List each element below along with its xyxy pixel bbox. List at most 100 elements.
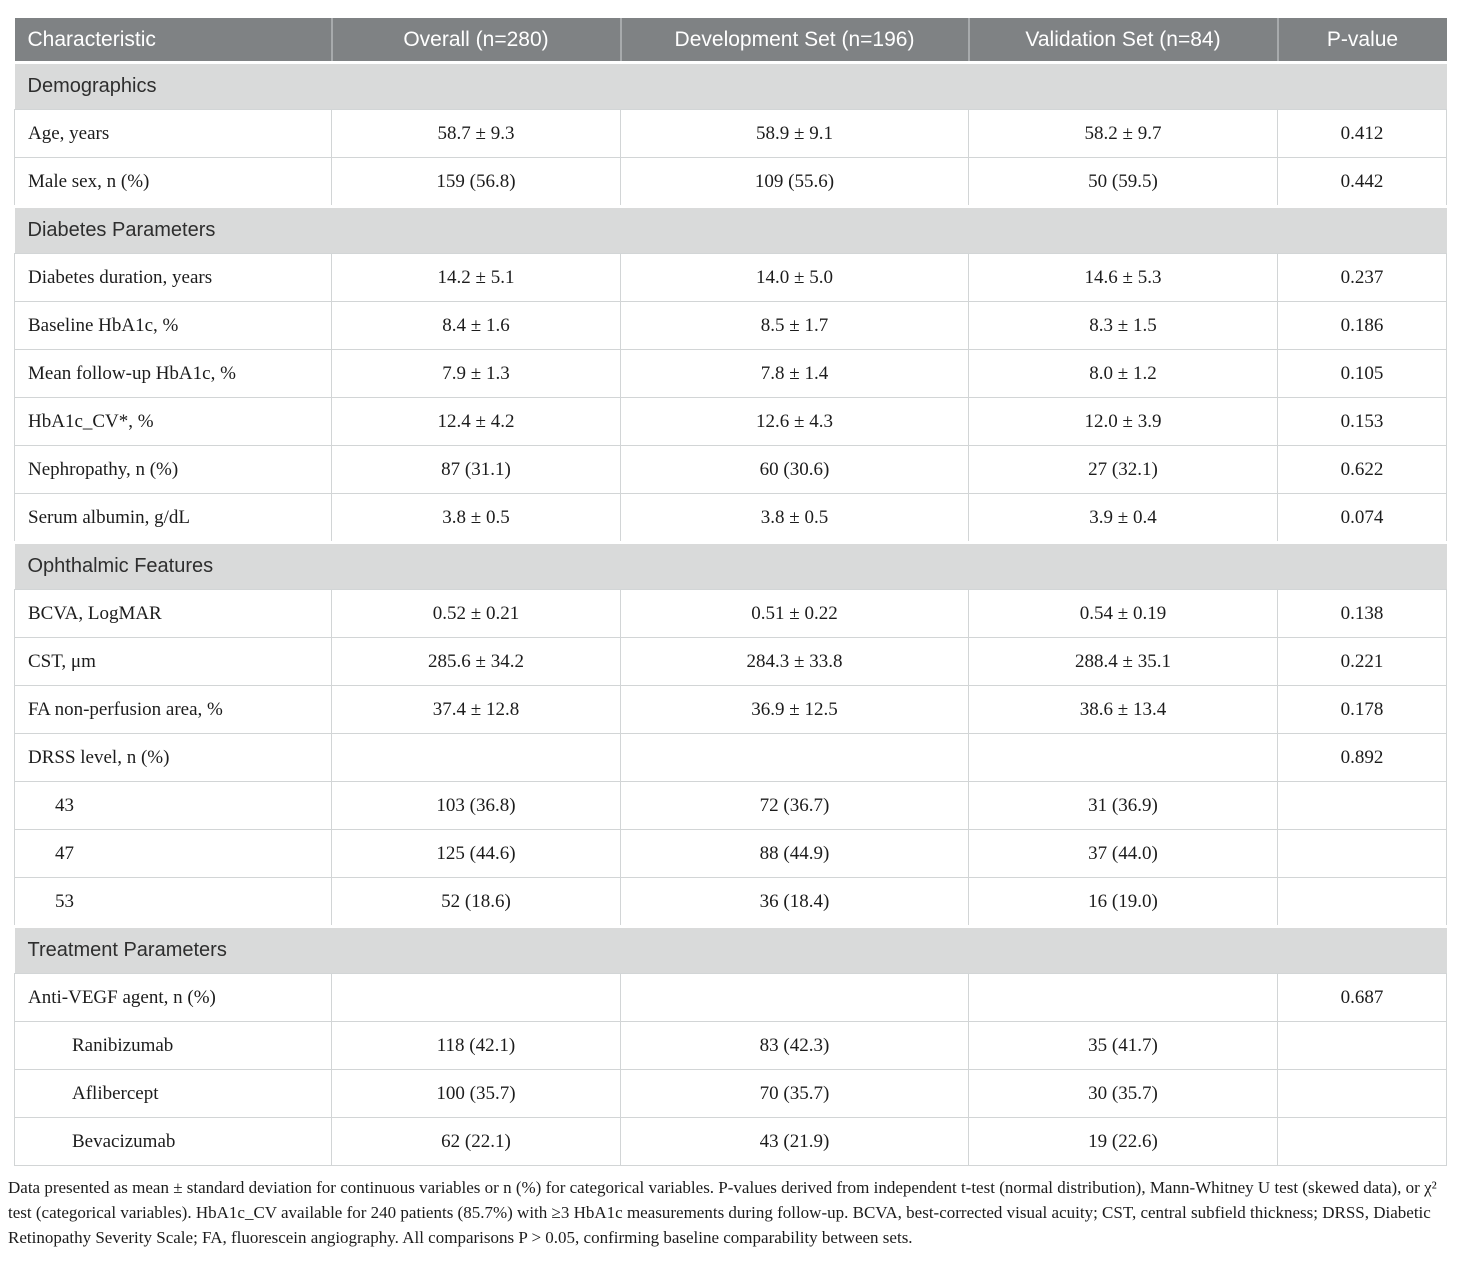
section-header-row: Diabetes Parameters <box>14 205 1447 254</box>
table-row: Anti-VEGF agent, n (%) 0.687 <box>14 973 1447 1022</box>
table-row: HbA1c_CV*, % 12.4 ± 4.2 12.6 ± 4.3 12.0 ± 3… <box>14 397 1447 446</box>
overall-value-cell: 12.4 ± 4.2 <box>331 397 621 446</box>
p-value-cell: 0.178 <box>1277 685 1447 734</box>
p-value-cell: 0.622 <box>1277 445 1447 494</box>
row-label-cell: Mean follow-up HbA1c, % <box>14 349 332 398</box>
table-row: 43 103 (36.8) 72 (36.7) 31 (36.9) <box>14 781 1447 830</box>
validation-value-cell: 38.6 ± 13.4 <box>968 685 1278 734</box>
table-row: FA non-perfusion area, % 37.4 ± 12.8 36.9 … <box>14 685 1447 734</box>
development-value-cell: 3.8 ± 0.5 <box>620 493 969 543</box>
overall-value-cell: 0.52 ± 0.21 <box>331 589 621 638</box>
overall-value-cell: 103 (36.8) <box>331 781 621 830</box>
table-row: Ranibizumab 118 (42.1) 83 (42.3) 35 (41.7) <box>14 1021 1447 1070</box>
row-label-cell: Ranibizumab <box>14 1021 332 1070</box>
table-row: Baseline HbA1c, % 8.4 ± 1.6 8.5 ± 1.7 8.3 ±… <box>14 301 1447 350</box>
development-value-cell: 7.8 ± 1.4 <box>620 349 969 398</box>
header-row: Characteristic Overall (n=280) Developme… <box>14 18 1447 63</box>
overall-value-cell: 8.4 ± 1.6 <box>331 301 621 350</box>
p-value-cell: 0.138 <box>1277 589 1447 638</box>
p-value-cell: 0.412 <box>1277 109 1447 158</box>
table-row: 47 125 (44.6) 88 (44.9) 37 (44.0) <box>14 829 1447 878</box>
validation-value-cell: 8.3 ± 1.5 <box>968 301 1278 350</box>
p-value-cell <box>1277 781 1447 830</box>
validation-value-cell <box>968 733 1278 782</box>
development-value-cell: 12.6 ± 4.3 <box>620 397 969 446</box>
table-row: Age, years 58.7 ± 9.3 58.9 ± 9.1 58.2 ± 9.7… <box>14 109 1447 158</box>
development-value-cell: 88 (44.9) <box>620 829 969 878</box>
row-label-cell: Serum albumin, g/dL <box>14 493 332 543</box>
development-value-cell: 284.3 ± 33.8 <box>620 637 969 686</box>
overall-value-cell: 52 (18.6) <box>331 877 621 927</box>
validation-value-cell: 27 (32.1) <box>968 445 1278 494</box>
row-label-cell: 47 <box>14 829 332 878</box>
overall-value-cell: 125 (44.6) <box>331 829 621 878</box>
development-value-cell: 70 (35.7) <box>620 1069 969 1118</box>
validation-value-cell: 8.0 ± 1.2 <box>968 349 1278 398</box>
section-header-row: Treatment Parameters <box>14 925 1447 974</box>
development-value-cell: 36.9 ± 12.5 <box>620 685 969 734</box>
overall-value-cell: 37.4 ± 12.8 <box>331 685 621 734</box>
p-value-cell: 0.892 <box>1277 733 1447 782</box>
table-body: Demographics Age, years 58.7 ± 9.3 58.9 ± 9… <box>14 61 1447 1166</box>
row-label-cell: BCVA, LogMAR <box>14 589 332 638</box>
table-row: 53 52 (18.6) 36 (18.4) 16 (19.0) <box>14 877 1447 927</box>
table-row: Diabetes duration, years 14.2 ± 5.1 14.0 ±… <box>14 253 1447 302</box>
validation-value-cell: 14.6 ± 5.3 <box>968 253 1278 302</box>
row-label-cell: Anti-VEGF agent, n (%) <box>14 973 332 1022</box>
development-value-cell: 36 (18.4) <box>620 877 969 927</box>
p-value-cell: 0.186 <box>1277 301 1447 350</box>
table-row: BCVA, LogMAR 0.52 ± 0.21 0.51 ± 0.22 0.54 ±… <box>14 589 1447 638</box>
p-value-cell: 0.105 <box>1277 349 1447 398</box>
validation-value-cell: 19 (22.6) <box>968 1117 1278 1166</box>
row-label-cell: 53 <box>14 877 332 927</box>
row-label-cell: DRSS level, n (%) <box>14 733 332 782</box>
validation-value-cell <box>968 973 1278 1022</box>
row-label-cell: Bevacizumab <box>14 1117 332 1166</box>
validation-value-cell: 288.4 ± 35.1 <box>968 637 1278 686</box>
overall-value-cell: 14.2 ± 5.1 <box>331 253 621 302</box>
table-row: Male sex, n (%) 159 (56.8) 109 (55.6) 50 (5… <box>14 157 1447 207</box>
column-header-validation-set: Validation Set (n=84) <box>967 18 1278 63</box>
table-row: DRSS level, n (%) 0.892 <box>14 733 1447 782</box>
row-label-cell: CST, μm <box>14 637 332 686</box>
development-value-cell: 14.0 ± 5.0 <box>620 253 969 302</box>
development-value-cell: 8.5 ± 1.7 <box>620 301 969 350</box>
p-value-cell: 0.153 <box>1277 397 1447 446</box>
development-value-cell: 83 (42.3) <box>620 1021 969 1070</box>
overall-value-cell: 118 (42.1) <box>331 1021 621 1070</box>
row-label-cell: HbA1c_CV*, % <box>14 397 332 446</box>
row-label-cell: 43 <box>14 781 332 830</box>
table-row: Serum albumin, g/dL 3.8 ± 0.5 3.8 ± 0.5 3.9… <box>14 493 1447 543</box>
baseline-characteristics-table: Characteristic Overall (n=280) Developme… <box>14 18 1447 1166</box>
overall-value-cell: 3.8 ± 0.5 <box>331 493 621 543</box>
column-header-p-value: P-value <box>1276 18 1447 63</box>
table-header: Characteristic Overall (n=280) Developme… <box>14 18 1447 63</box>
validation-value-cell: 12.0 ± 3.9 <box>968 397 1278 446</box>
overall-value-cell <box>331 973 621 1022</box>
section-title: Demographics <box>14 61 1447 110</box>
validation-value-cell: 0.54 ± 0.19 <box>968 589 1278 638</box>
p-value-cell <box>1277 1069 1447 1118</box>
p-value-cell: 0.237 <box>1277 253 1447 302</box>
section-title: Treatment Parameters <box>14 925 1447 974</box>
validation-value-cell: 37 (44.0) <box>968 829 1278 878</box>
overall-value-cell: 87 (31.1) <box>331 445 621 494</box>
development-value-cell <box>620 973 969 1022</box>
p-value-cell: 0.074 <box>1277 493 1447 543</box>
p-value-cell <box>1277 1021 1447 1070</box>
p-value-cell: 0.221 <box>1277 637 1447 686</box>
table-row: Bevacizumab 62 (22.1) 43 (21.9) 19 (22.6) <box>14 1117 1447 1166</box>
validation-value-cell: 58.2 ± 9.7 <box>968 109 1278 158</box>
column-header-development-set: Development Set (n=196) <box>619 18 969 63</box>
p-value-cell: 0.687 <box>1277 973 1447 1022</box>
table-row: CST, μm 285.6 ± 34.2 284.3 ± 33.8 288.4 ± 3… <box>14 637 1447 686</box>
overall-value-cell <box>331 733 621 782</box>
overall-value-cell: 100 (35.7) <box>331 1069 621 1118</box>
p-value-cell: 0.442 <box>1277 157 1447 207</box>
row-label-cell: Nephropathy, n (%) <box>14 445 332 494</box>
row-label-cell: Male sex, n (%) <box>14 157 332 207</box>
validation-value-cell: 30 (35.7) <box>968 1069 1278 1118</box>
table-row: Mean follow-up HbA1c, % 7.9 ± 1.3 7.8 ± 1.… <box>14 349 1447 398</box>
p-value-cell <box>1277 829 1447 878</box>
